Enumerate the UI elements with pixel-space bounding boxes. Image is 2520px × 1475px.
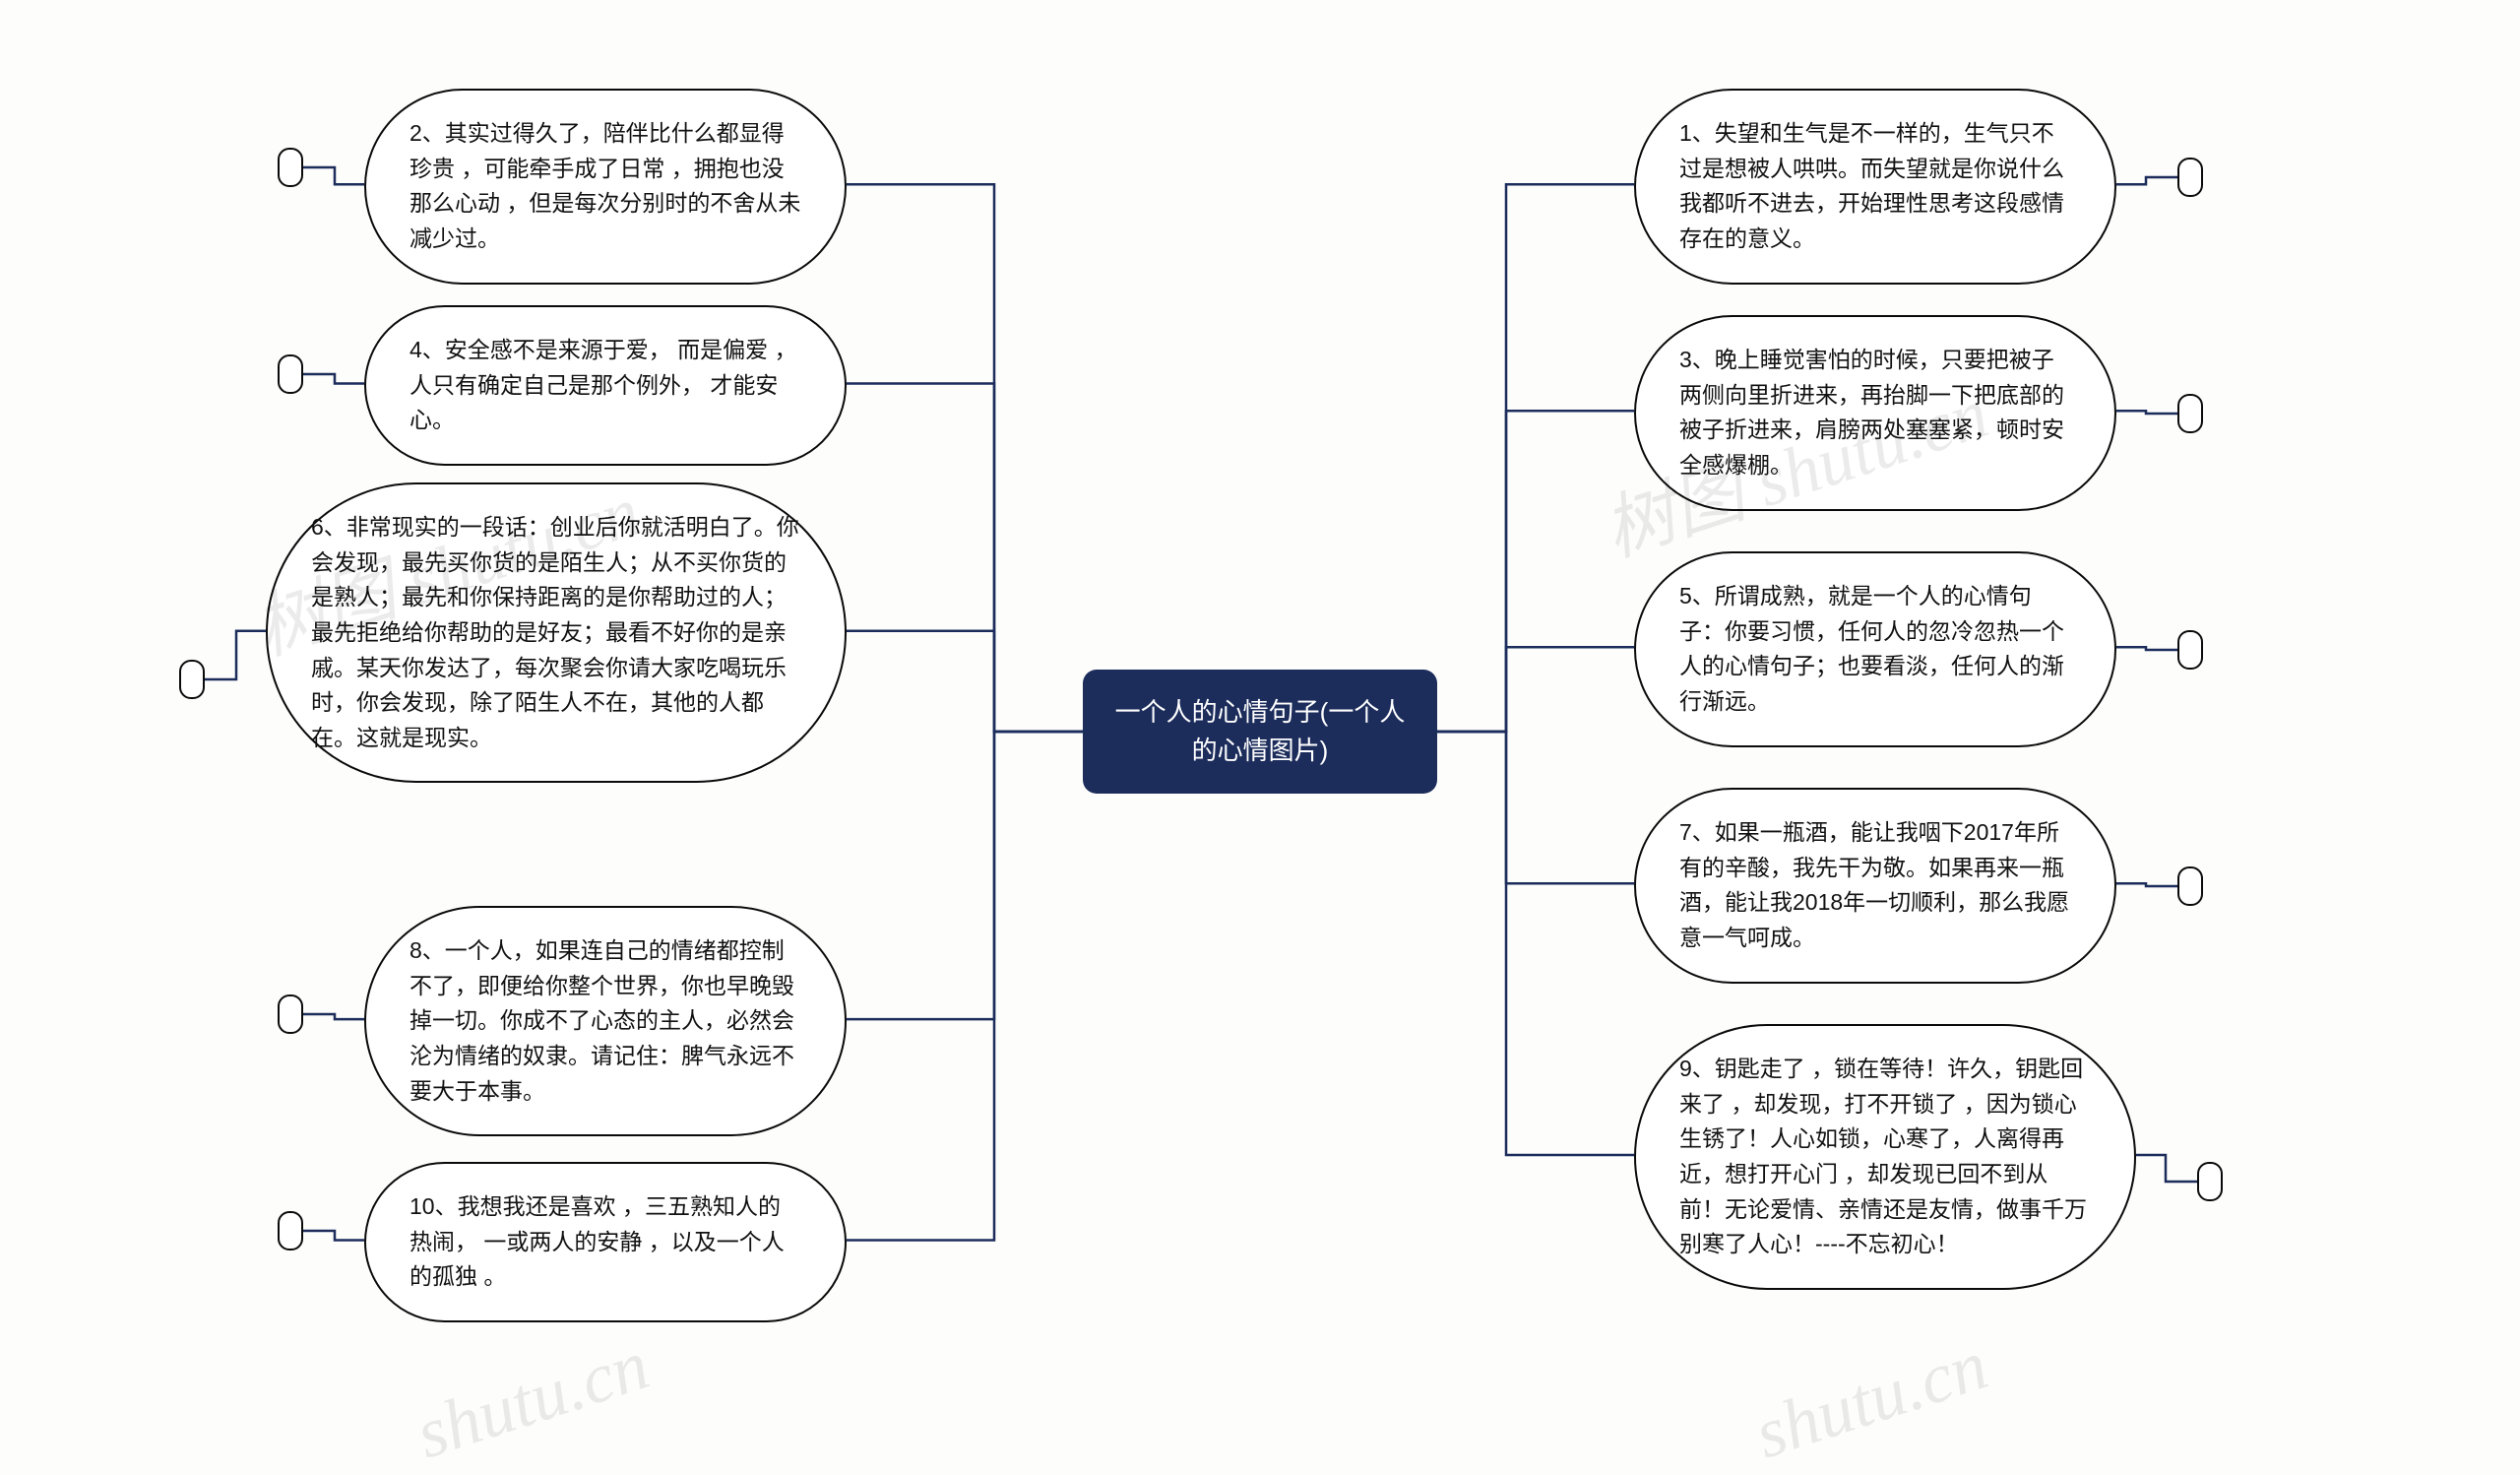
stub-n9[interactable] (2197, 1162, 2223, 1201)
watermark-2: shutu.cn (407, 1324, 659, 1475)
center-node[interactable]: 一个人的心情句子(一个人的心情图片) (1083, 670, 1437, 794)
watermark-3: shutu.cn (1745, 1324, 1997, 1475)
branch-node-n5[interactable]: 5、所谓成熟，就是一个人的心情句子：你要习惯，任何人的忽冷忽热一个人的心情句子；… (1634, 551, 2116, 747)
branch-node-n8[interactable]: 8、一个人，如果连自己的情绪都控制不了，即便给你整个世界，你也早晚毁掉一切。你成… (364, 906, 847, 1136)
stub-n1[interactable] (2177, 158, 2203, 197)
branch-node-n2[interactable]: 2、其实过得久了，陪伴比什么都显得珍贵 ，可能牵手成了日常 ，拥抱也没那么心动 … (364, 89, 847, 285)
branch-node-n1[interactable]: 1、失望和生气是不一样的，生气只不过是想被人哄哄。而失望就是你说什么我都听不进去… (1634, 89, 2116, 285)
branch-node-n4[interactable]: 4、安全感不是来源于爱， 而是偏爱 ， 人只有确定自己是那个例外， 才能安心。 (364, 305, 847, 466)
stub-n10[interactable] (278, 1211, 303, 1251)
stub-n4[interactable] (278, 354, 303, 394)
stub-n3[interactable] (2177, 394, 2203, 433)
branch-node-n3[interactable]: 3、晚上睡觉害怕的时候，只要把被子两侧向里折进来，再抬脚一下把底部的被子折进来，… (1634, 315, 2116, 511)
branch-node-n6[interactable]: 6、非常现实的一段话：创业后你就活明白了。你会发现，最先买你货的是陌生人；从不买… (266, 482, 847, 783)
branch-node-n7[interactable]: 7、如果一瓶酒，能让我咽下2017年所有的辛酸，我先干为敬。如果再来一瓶酒，能让… (1634, 788, 2116, 984)
mindmap-canvas: 一个人的心情句子(一个人的心情图片) 2、其实过得久了，陪伴比什么都显得珍贵 ，可… (0, 0, 2520, 1464)
stub-n7[interactable] (2177, 866, 2203, 906)
stub-n6[interactable] (179, 660, 205, 699)
stub-n8[interactable] (278, 994, 303, 1034)
branch-node-n10[interactable]: 10、我想我还是喜欢 ，三五熟知人的热闹， 一或两人的安静 ，以及一个人的孤独 … (364, 1162, 847, 1322)
stub-n2[interactable] (278, 148, 303, 187)
stub-n5[interactable] (2177, 630, 2203, 670)
branch-node-n9[interactable]: 9、钥匙走了 ，锁在等待！许久，钥匙回来了 ，却发现，打不开锁了 ，因为锁心生锈… (1634, 1024, 2136, 1290)
